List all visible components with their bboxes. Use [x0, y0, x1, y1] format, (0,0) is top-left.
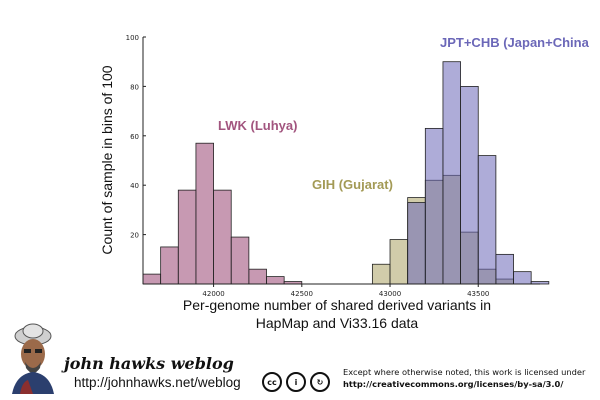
- bar-jpt-chb-4: [477, 155, 497, 285]
- bar-lwk-4: [213, 189, 232, 285]
- license-icons[interactable]: cc i ↻: [262, 372, 330, 392]
- series-label-lwk: LWK (Luhya): [218, 118, 297, 133]
- license-text: Except where otherwise noted, this work …: [343, 366, 585, 390]
- license-url-link[interactable]: http://creativecommons.org/licenses/by-s…: [343, 379, 564, 389]
- bar-lwk-5: [230, 236, 250, 285]
- bar-jpt-chb-0: [407, 202, 426, 285]
- bar-gih-1: [389, 239, 409, 285]
- x-axis-label-line1: Per-genome number of shared derived vari…: [183, 297, 491, 313]
- blog-url-link[interactable]: http://johnhawks.net/weblog: [74, 375, 241, 390]
- avatar: [12, 323, 54, 394]
- x-tick-label: 43000: [379, 290, 401, 298]
- x-tick-label: 42000: [202, 290, 224, 298]
- by-icon[interactable]: i: [286, 372, 306, 392]
- bar-lwk-3: [195, 142, 214, 285]
- y-tick-label: 80: [130, 83, 139, 91]
- bar-jpt-chb-3: [460, 86, 479, 285]
- bar-lwk-0: [142, 273, 162, 285]
- y-axis-label: Count of sample in bins of 100: [99, 65, 115, 254]
- cc-icon[interactable]: cc: [262, 372, 282, 392]
- series-label-gih: GIH (Gujarat): [312, 177, 393, 192]
- bar-lwk-1: [160, 246, 179, 285]
- ticks-group: 42000 42500 43000 43500 20 40 60 80 100: [126, 34, 490, 298]
- license-line: Except where otherwise noted, this work …: [343, 367, 586, 377]
- bars-group: [142, 61, 550, 285]
- bar-lwk-6: [248, 268, 267, 285]
- y-tick-label: 20: [130, 232, 139, 240]
- y-tick-label: 100: [126, 34, 139, 42]
- sa-icon[interactable]: ↻: [310, 372, 330, 392]
- x-axis-label-line2: HapMap and Vi33.16 data: [256, 315, 419, 331]
- histogram-chart: 42000 42500 43000 43500 20 40 60 80 100 LWK (Luh…: [99, 34, 590, 331]
- bar-jpt-chb-5: [495, 253, 514, 285]
- footer: john hawks weblog http://johnhawks.net/w…: [0, 320, 600, 400]
- axes-group: [142, 37, 540, 285]
- bar-jpt-chb-2: [442, 61, 462, 285]
- bar-gih-0: [371, 263, 391, 285]
- blog-title: john hawks weblog: [64, 354, 234, 373]
- bar-lwk-7: [266, 276, 285, 285]
- bar-jpt-chb-1: [424, 127, 444, 285]
- series-labels-group: LWK (Luhya) GIH (Gujarat) JPT+CHB (Japan+C…: [218, 35, 590, 192]
- bar-jpt-chb-6: [513, 271, 532, 285]
- bar-lwk-2: [177, 189, 197, 285]
- y-tick-label: 60: [130, 133, 139, 141]
- y-tick-label: 40: [130, 182, 139, 190]
- series-label-jpt-chb: JPT+CHB (Japan+China: [440, 35, 590, 50]
- x-tick-label: 43500: [467, 290, 489, 298]
- x-tick-label: 42500: [291, 290, 313, 298]
